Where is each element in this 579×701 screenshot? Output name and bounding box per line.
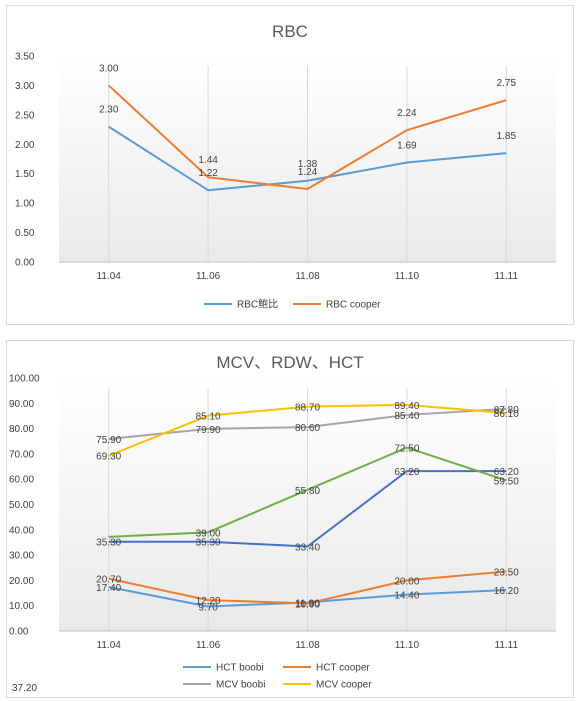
data-label: 2.75 (497, 78, 517, 89)
data-label: 59.50 (494, 476, 519, 487)
y-tick-label: 10.00 (9, 601, 34, 612)
y-tick-label: 60.00 (9, 475, 34, 486)
y-tick-label: 3.00 (15, 81, 35, 92)
legend-label: HCT boobi (216, 663, 264, 674)
x-tick-label: 11.11 (495, 271, 519, 282)
x-tick-label: 11.06 (196, 640, 221, 651)
y-tick-label: 40.00 (9, 525, 34, 536)
data-label: 79.90 (196, 425, 221, 436)
data-label: 69.30 (96, 452, 121, 463)
data-label: 85.40 (394, 411, 419, 422)
y-tick-label: 1.00 (15, 199, 35, 210)
series-line (108, 470, 507, 548)
data-label: 20.70 (96, 575, 121, 586)
y-tick-label: 100.00 (9, 374, 40, 385)
data-label: 10.90 (295, 599, 320, 610)
data-label: 3.00 (99, 63, 119, 74)
data-label: 39.00 (196, 528, 221, 539)
legend-label: MCV cooper (316, 680, 372, 691)
data-label: 85.10 (196, 412, 221, 423)
series-line (108, 125, 507, 192)
series-line (108, 403, 507, 457)
x-tick-label: 11.04 (97, 640, 122, 651)
data-label: 11.30 (295, 598, 320, 609)
data-label: 16.20 (494, 586, 519, 597)
data-label: 35.30 (196, 538, 221, 549)
data-label: 1.22 (198, 168, 218, 179)
data-label: 75.90 (96, 435, 121, 446)
footer-value: 37.20 (12, 683, 38, 694)
x-tick-label: 11.10 (395, 271, 420, 282)
x-tick-label: 11.11 (495, 640, 519, 651)
data-label: 88.70 (295, 403, 320, 414)
y-tick-label: 0.00 (9, 627, 29, 638)
legend-label: MCV boobi (216, 680, 265, 691)
data-label: 33.40 (295, 542, 320, 553)
y-tick-label: 20.00 (9, 576, 34, 587)
data-label: 89.40 (394, 401, 419, 412)
y-tick-label: 80.00 (9, 424, 34, 435)
data-label: 14.40 (394, 591, 419, 602)
data-label: 17.40 (96, 583, 121, 594)
data-label: 2.30 (99, 105, 119, 116)
y-tick-label: 50.00 (9, 500, 34, 511)
x-tick-label: 11.08 (295, 271, 320, 282)
data-label: 35.30 (96, 538, 121, 549)
y-tick-label: 30.00 (9, 551, 34, 562)
data-label: 2.24 (397, 108, 417, 119)
y-tick-label: 90.00 (9, 399, 34, 410)
data-label: 55.80 (295, 486, 320, 497)
data-label: 9.70 (198, 602, 218, 613)
y-tick-label: 2.50 (15, 110, 35, 121)
data-label: 12.20 (196, 596, 221, 607)
data-label: 20.00 (394, 576, 419, 587)
chart-title: RBC (272, 22, 308, 41)
legend-label: RBC cooper (326, 300, 381, 311)
rbc-chart: RBC 0.00 0.50 1.00 1.50 2.00 2.50 3.00 3.50 11.04… (15, 22, 556, 311)
y-tick-label: 0.50 (15, 228, 35, 239)
series-line (108, 407, 507, 440)
mcv-rdw-hct-chart-panel: MCV、RDW、HCT 0.00 10.00 20.00 30.00 40.00 50.00… (6, 340, 574, 698)
data-label: 86.10 (494, 409, 519, 420)
series-line (108, 84, 507, 191)
y-tick-label: 70.00 (9, 449, 34, 460)
chart-title: MCV、RDW、HCT (216, 353, 363, 372)
data-label: 23.50 (494, 568, 519, 579)
mcv-rdw-hct-chart: MCV、RDW、HCT 0.00 10.00 20.00 30.00 40.00 50.00… (9, 353, 556, 691)
series-line (108, 446, 507, 538)
data-label: 80.60 (295, 423, 320, 434)
y-tick-label: 1.50 (15, 169, 35, 180)
x-tick-label: 11.08 (295, 640, 320, 651)
data-label: 63.20 (494, 467, 519, 478)
x-tick-label: 11.04 (97, 271, 122, 282)
x-tick-label: 11.06 (196, 271, 221, 282)
data-label: 1.85 (497, 131, 517, 142)
data-label: 72.50 (394, 444, 419, 455)
data-label: 87.80 (494, 405, 519, 416)
data-label: 63.20 (394, 467, 419, 478)
data-label: 1.24 (298, 167, 318, 178)
series-line (108, 570, 507, 605)
data-label: 1.44 (198, 155, 218, 166)
data-label: 1.38 (298, 159, 318, 170)
data-label: 1.69 (397, 141, 417, 152)
rbc-chart-panel: RBC 0.00 0.50 1.00 1.50 2.00 2.50 3.00 3.50 11.04… (6, 5, 574, 325)
y-tick-label: 3.50 (15, 52, 35, 63)
y-tick-label: 2.00 (15, 140, 35, 151)
x-tick-label: 11.10 (395, 640, 420, 651)
y-tick-label: 0.00 (15, 258, 35, 269)
legend-label: RBC鲍比 (237, 298, 278, 311)
legend-label: HCT cooper (316, 663, 370, 674)
